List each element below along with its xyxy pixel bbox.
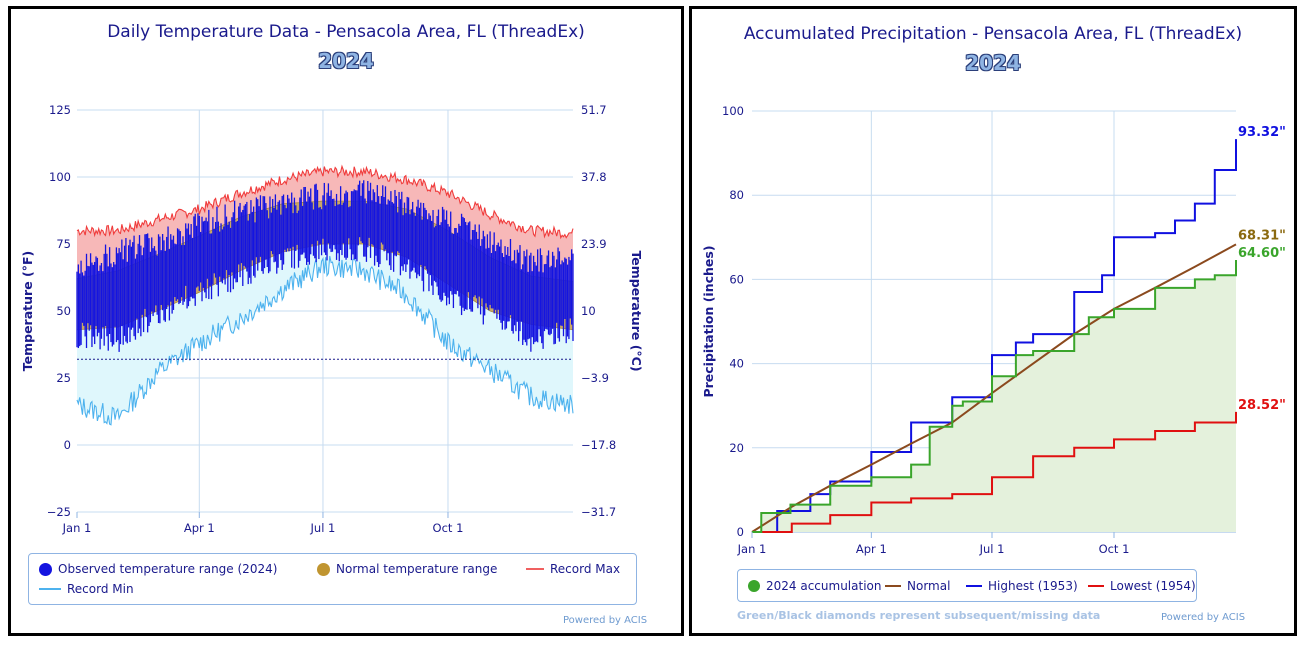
accum-swatch-icon <box>748 580 760 592</box>
y-tick-label: 100 <box>722 104 744 118</box>
y-tick-label: 100 <box>49 170 71 184</box>
y-tick-label: 0 <box>737 525 744 539</box>
y-tick-label: 50 <box>56 304 71 318</box>
x-tick-label: Jan 1 <box>737 542 767 556</box>
end-label-normal: 68.31" <box>1238 228 1286 243</box>
y-tick-label: 125 <box>49 103 71 117</box>
accum-area <box>752 260 1236 532</box>
x-tick-label: Jul 1 <box>979 542 1005 556</box>
end-label-highest: 93.32" <box>1238 125 1286 140</box>
legend-observed-label: Observed temperature range (2024) <box>58 562 278 576</box>
temperature-chart-panel: Daily Temperature Data - Pensacola Area,… <box>8 6 684 636</box>
normal-precip-swatch-icon <box>885 585 901 587</box>
temperature-credit[interactable]: Powered by ACIS <box>563 615 648 626</box>
y2-tick-label: −31.7 <box>581 505 616 519</box>
legend-record-min[interactable]: Record Min <box>39 582 134 596</box>
legend-accum[interactable]: 2024 accumulation <box>748 579 881 593</box>
precipitation-credit[interactable]: Powered by ACIS <box>1161 612 1246 623</box>
observed-swatch-icon <box>39 562 52 576</box>
temperature-chart-year: 2024 <box>318 49 374 73</box>
record-min-line <box>76 255 574 426</box>
y2-tick-label: 51.7 <box>581 103 607 117</box>
record-max-band <box>77 166 573 306</box>
legend-highest[interactable]: Highest (1953) <box>966 579 1078 593</box>
y2-tick-label: 37.8 <box>581 170 607 184</box>
temperature-legend: Observed temperature range (2024) Normal… <box>28 553 637 605</box>
normal-swatch-icon <box>317 562 330 576</box>
legend-normal[interactable]: Normal temperature range <box>317 562 497 576</box>
missing-data-note: Green/Black diamonds represent subsequen… <box>737 609 1101 622</box>
x-tick-label: Jul 1 <box>310 521 336 535</box>
y-axis-title: Temperature (°F) <box>20 251 35 371</box>
precipitation-chart-title: Accumulated Precipitation - Pensacola Ar… <box>743 24 1243 44</box>
temperature-plot: 125 100 75 50 25 0 −25 51.7 37.8 23.9 10 −3.9 −17.8 −… <box>20 103 644 535</box>
record-max-line <box>76 164 574 240</box>
x-tick-label: Oct 1 <box>1099 542 1130 556</box>
end-label-lowest: 28.52" <box>1238 398 1286 413</box>
record-min-swatch-icon <box>39 588 61 590</box>
record-max-swatch-icon <box>526 568 544 570</box>
legend-normal-precip[interactable]: Normal <box>885 579 950 593</box>
y-tick-label: 0 <box>64 438 71 452</box>
y2-tick-label: 23.9 <box>581 237 607 251</box>
accum-line <box>752 260 1237 533</box>
temperature-chart-title: Daily Temperature Data - Pensacola Area,… <box>107 22 585 42</box>
legend-accum-label: 2024 accumulation <box>766 579 882 593</box>
legend-normal-label: Normal temperature range <box>336 562 498 576</box>
y-tick-label: 20 <box>729 441 744 455</box>
y-tick-label: −25 <box>47 505 71 519</box>
x-tick-label: Oct 1 <box>433 521 464 535</box>
legend-lowest-label: Lowest (1954) <box>1110 579 1196 593</box>
x-tick-label: Apr 1 <box>856 542 887 556</box>
y-tick-label: 80 <box>729 188 744 202</box>
y-axis-title: Precipitation (inches) <box>701 245 716 397</box>
highest-swatch-icon <box>966 585 982 587</box>
precipitation-legend: 2024 accumulation Normal Highest (1953) … <box>737 569 1197 602</box>
legend-normal-precip-label: Normal <box>907 579 951 593</box>
legend-record-max-label: Record Max <box>550 562 621 576</box>
legend-record-min-label: Record Min <box>67 582 134 596</box>
lowest-line <box>752 411 1237 533</box>
x-tick-label: Apr 1 <box>184 521 215 535</box>
precipitation-chart-panel: Accumulated Precipitation - Pensacola Ar… <box>689 6 1297 636</box>
y2-tick-label: −17.8 <box>581 438 616 452</box>
legend-observed[interactable]: Observed temperature range (2024) <box>39 562 277 576</box>
y2-tick-label: −3.9 <box>581 371 609 385</box>
legend-lowest[interactable]: Lowest (1954) <box>1088 579 1196 593</box>
precipitation-chart-year: 2024 <box>965 51 1021 75</box>
legend-highest-label: Highest (1953) <box>988 579 1078 593</box>
y-tick-label: 40 <box>729 357 744 371</box>
y2-axis-title: Temperature (°C) <box>629 250 644 371</box>
y-tick-label: 75 <box>56 237 71 251</box>
y-tick-label: 25 <box>56 371 71 385</box>
legend-record-max[interactable]: Record Max <box>526 562 620 576</box>
precipitation-plot: 100 80 60 40 20 0 Jan 1 Apr 1 Jul 1 Oct 1 Precipit… <box>701 104 1286 556</box>
lowest-swatch-icon <box>1088 585 1104 587</box>
y-tick-label: 60 <box>729 272 744 286</box>
end-label-accum: 64.60" <box>1238 246 1286 261</box>
x-tick-label: Jan 1 <box>62 521 92 535</box>
y2-tick-label: 10 <box>581 304 596 318</box>
